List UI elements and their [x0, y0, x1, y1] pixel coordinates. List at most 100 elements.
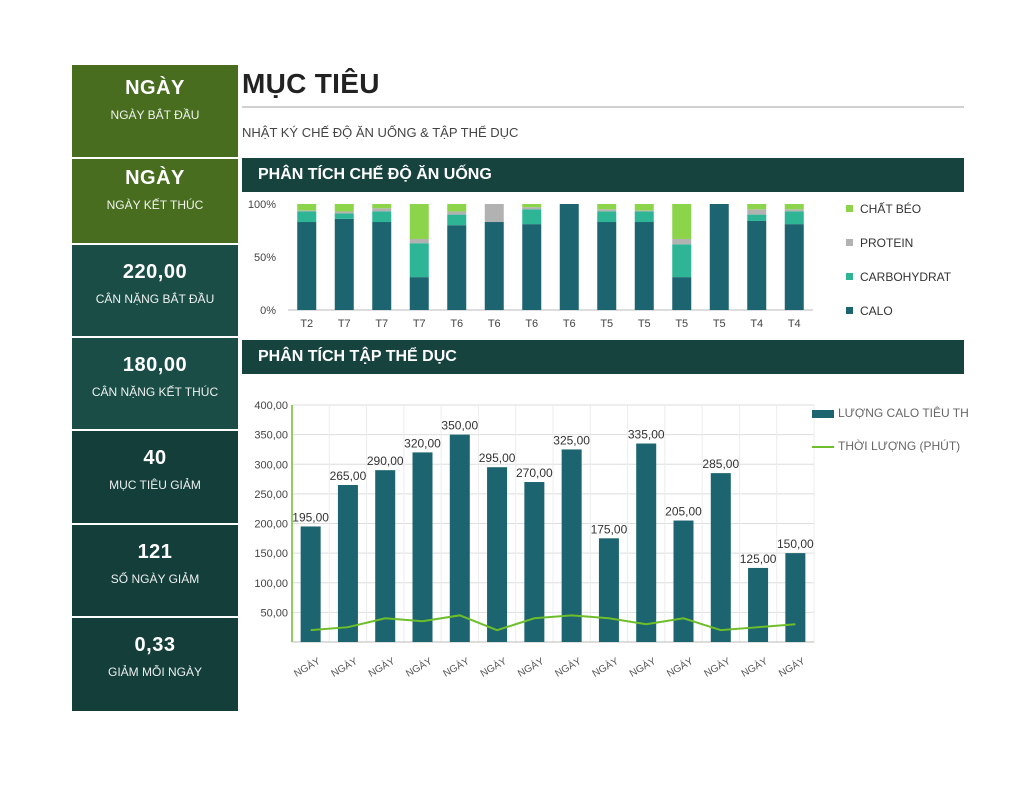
diet-bar-protein: [597, 209, 617, 212]
exercise-legend-duration: THỜI LƯỢNG (PHÚT): [838, 438, 960, 453]
diet-bar-calo: [709, 204, 729, 310]
exercise-y-tick: 250,00: [254, 489, 288, 501]
diet-x-tick: T5: [675, 318, 688, 330]
diet-bar-protein: [672, 238, 692, 245]
exercise-y-tick: 350,00: [254, 430, 288, 442]
diet-x-tick: T6: [525, 318, 538, 330]
diet-bar-protein: [409, 238, 429, 244]
exercise-y-tick: 200,00: [254, 519, 288, 531]
exercise-x-tick: NGÀY: [627, 654, 658, 680]
loss-per-day-value: 0,33: [134, 634, 176, 656]
diet-bar-calo: [634, 222, 654, 310]
exercise-bar: [375, 470, 396, 642]
loss-per-day-card: 0,33 GIẢM MỖI NGÀY: [72, 618, 238, 711]
start-date-label: NGÀY BẮT ĐẦU: [110, 108, 200, 122]
diet-bar-protein: [522, 207, 542, 210]
exercise-bar: [710, 473, 731, 642]
diet-section-header: PHÂN TÍCH CHẾ ĐỘ ĂN UỐNG: [242, 158, 964, 192]
diet-bar-carbohydrat: [372, 211, 392, 223]
exercise-x-tick: NGÀY: [329, 654, 360, 680]
exercise-x-tick: NGÀY: [590, 654, 621, 680]
exercise-legend-calories: LƯỢNG CALO TIÊU THỤ: [838, 405, 968, 420]
diet-bar-protein: [297, 210, 317, 212]
diet-legend-label: PROTEIN: [860, 236, 913, 250]
diet-bar-chất-béo: [447, 204, 467, 212]
diet-bar-protein: [447, 211, 467, 215]
end-weight-value: 180,00: [122, 354, 188, 376]
exercise-x-tick: NGÀY: [441, 654, 472, 680]
exercise-section-header: PHÂN TÍCH TẬP THỂ DỤC: [242, 340, 964, 374]
diet-x-tick: T4: [788, 318, 801, 330]
diet-bar-calo: [597, 222, 617, 310]
exercise-x-tick: NGÀY: [739, 654, 770, 680]
diet-bar-carbohydrat: [522, 209, 542, 225]
exercise-chart: 50,00 100,00 150,00 200,00 250,00 300,00 350,0…: [254, 400, 968, 680]
exercise-y-tick: 50,00: [260, 607, 288, 619]
diet-x-tick: T7: [338, 318, 351, 330]
diet-bar-carbohydrat: [334, 213, 354, 219]
exercise-data-label: 295,00: [479, 451, 516, 465]
diet-bar-protein: [372, 208, 392, 212]
diet-bar-carbohydrat: [634, 211, 654, 223]
loss-goal-value: 40: [143, 447, 167, 469]
exercise-legend-swatch-calories: [812, 410, 834, 418]
exercise-data-label: 195,00: [292, 510, 329, 524]
exercise-x-tick: NGÀY: [776, 654, 807, 680]
exercise-bar: [524, 482, 545, 642]
exercise-data-label: 290,00: [367, 454, 404, 468]
exercise-bar: [598, 538, 619, 642]
diet-bar-calo: [409, 277, 429, 310]
exercise-data-label: 205,00: [665, 505, 702, 519]
exercise-bar: [636, 443, 657, 642]
diet-chart: 0% 50% 100% T2 T7 T7 T7 T6 T6 T6 T6 T5 T5 T5 T5 T4 T4 CHẤ…: [248, 199, 952, 330]
days-value: 121: [137, 541, 173, 563]
diet-bar-chất-béo: [784, 204, 804, 210]
diet-bar-chất-béo: [747, 204, 767, 210]
diet-bar-carbohydrat: [747, 214, 767, 221]
diet-bar-protein: [484, 204, 504, 223]
page-title: MỤC TIÊU: [242, 68, 380, 99]
diet-bar-protein: [784, 209, 804, 212]
exercise-data-label: 175,00: [591, 522, 628, 536]
exercise-bar: [300, 526, 321, 642]
exercise-bar: [748, 567, 769, 642]
diet-bar-carbohydrat: [447, 214, 467, 226]
diet-x-tick: T5: [713, 318, 726, 330]
diet-bar-chất-béo: [334, 204, 354, 212]
diet-bar-calo: [747, 220, 767, 310]
exercise-bar: [337, 484, 358, 642]
diet-bar-calo: [784, 224, 804, 310]
diet-legend-swatch: [846, 205, 853, 212]
summary-sidebar: NGÀY NGÀY BẮT ĐẦU NGÀY NGÀY KẾT THÚC 220…: [72, 65, 238, 711]
exercise-y-tick: 150,00: [254, 548, 288, 560]
exercise-data-label: 320,00: [404, 436, 441, 450]
diet-bar-carbohydrat: [597, 211, 617, 223]
diet-bar-chất-béo: [597, 204, 617, 210]
diet-x-tick: T4: [750, 318, 763, 330]
diet-bar-chất-béo: [672, 204, 692, 239]
diet-bar-protein: [334, 211, 354, 214]
exercise-bar: [673, 520, 694, 642]
exercise-x-tick: NGÀY: [291, 654, 322, 680]
diet-bar-protein: [747, 209, 767, 215]
diet-bar-chất-béo: [372, 204, 392, 209]
diet-y-tick: 0%: [260, 305, 276, 317]
exercise-x-tick: NGÀY: [515, 654, 546, 680]
loss-per-day-label: GIẢM MỖI NGÀY: [107, 665, 202, 679]
diet-bar-chất-béo: [409, 204, 429, 239]
diet-y-tick: 100%: [248, 199, 276, 211]
end-weight-card: 180,00 CÂN NẶNG KẾT THÚC: [72, 338, 238, 431]
start-date-card: NGÀY NGÀY BẮT ĐẦU: [72, 65, 238, 159]
diet-bar-chất-béo: [297, 204, 317, 211]
exercise-x-tick: NGÀY: [478, 654, 509, 680]
diet-bar-carbohydrat: [672, 244, 692, 278]
start-weight-value: 220,00: [122, 261, 188, 283]
diet-legend-swatch: [846, 239, 853, 246]
exercise-data-label: 150,00: [777, 537, 814, 551]
end-date-label: NGÀY KẾT THÚC: [106, 198, 204, 212]
diet-legend-label: CARBOHYDRAT: [860, 270, 952, 284]
title-divider: [242, 106, 964, 108]
page-subtitle: NHẬT KÝ CHẾ ĐỘ ĂN UỐNG & TẬP THỂ DỤC: [242, 125, 519, 140]
exercise-x-tick: NGÀY: [403, 654, 434, 680]
diet-bar-calo: [372, 222, 392, 310]
